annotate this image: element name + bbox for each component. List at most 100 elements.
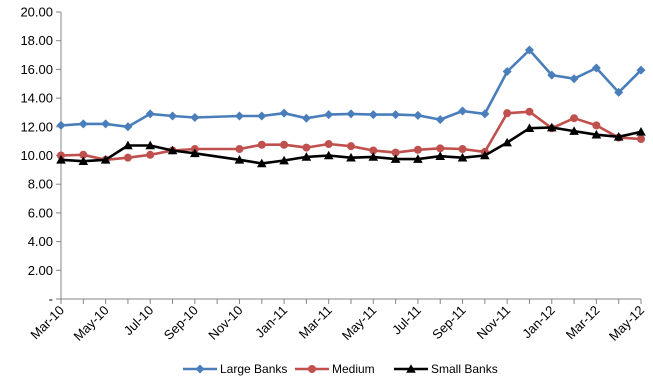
data-point	[391, 110, 401, 120]
data-point	[323, 150, 334, 160]
data-point	[391, 148, 400, 157]
data-point	[569, 126, 579, 135]
data-point	[56, 155, 66, 164]
x-tick-label: Jan-11	[252, 303, 290, 341]
y-tick-label: 14.00	[20, 91, 53, 106]
data-point	[524, 45, 534, 55]
data-point	[324, 110, 334, 120]
legend-label: Medium	[332, 362, 375, 376]
data-point	[190, 148, 200, 158]
x-tick-label: May-12	[606, 303, 647, 344]
x-tick-label: May-10	[70, 303, 111, 344]
data-point	[524, 123, 535, 133]
y-tick-label: 10.00	[20, 148, 53, 163]
data-point	[123, 122, 133, 132]
y-axis-ticks: - 2.00 4.00 6.00 8.00 10.00 12.00 14.00 16.00 18.…	[20, 5, 61, 307]
x-tick-label: Nov-11	[474, 303, 514, 343]
data-point	[302, 143, 311, 152]
legend-item-medium: Medium	[295, 362, 375, 376]
data-point	[167, 145, 178, 155]
data-point	[301, 113, 311, 123]
y-tick-label: 20.00	[20, 5, 53, 20]
data-point	[614, 87, 624, 97]
data-point	[413, 110, 423, 120]
data-point	[457, 152, 468, 162]
data-point	[592, 121, 601, 130]
data-point	[413, 154, 423, 163]
data-point	[100, 155, 111, 164]
data-point	[525, 107, 534, 116]
x-tick-label: Jul-10	[121, 303, 157, 339]
x-tick-label: May-11	[339, 303, 380, 344]
data-point	[256, 158, 267, 168]
data-point	[168, 111, 178, 121]
legend-item-large-banks: Large Banks	[183, 362, 287, 376]
data-point	[78, 119, 88, 129]
x-axis-ticks: Mar-10 May-10 Jul-10 Sep-10 Nov-10 Jan-11 Mar-…	[27, 299, 647, 344]
y-tick-label: 16.00	[20, 62, 53, 77]
y-tick-label: 18.00	[20, 33, 53, 48]
x-tick-label: Mar-12	[563, 303, 603, 343]
data-point	[234, 111, 244, 121]
x-tick-label: Sep-10	[161, 303, 201, 343]
x-tick-label: Nov-10	[205, 303, 245, 343]
data-point	[502, 67, 512, 77]
data-point	[56, 120, 66, 130]
data-point	[591, 129, 602, 139]
data-point	[502, 137, 512, 147]
data-point	[235, 145, 244, 154]
data-point	[301, 152, 312, 161]
data-point	[637, 134, 645, 143]
legend-swatch-marker	[195, 364, 205, 374]
data-point	[368, 152, 379, 161]
data-point	[257, 111, 267, 121]
data-point	[346, 152, 356, 162]
x-tick-label: Mar-11	[296, 303, 335, 342]
legend: Large Banks Medium Small Banks	[183, 362, 498, 376]
data-point	[257, 140, 266, 149]
data-point	[636, 65, 646, 75]
series-layer	[56, 45, 646, 168]
data-point	[435, 151, 446, 161]
data-point	[346, 109, 356, 119]
data-point	[234, 155, 245, 164]
data-point	[390, 154, 401, 163]
data-point	[613, 132, 624, 141]
legend-swatch-marker	[308, 365, 316, 373]
y-tick-label: 8.00	[28, 177, 53, 192]
x-tick-label: Mar-10	[27, 303, 67, 343]
data-point	[435, 115, 445, 125]
data-point	[480, 109, 490, 119]
data-point	[458, 145, 467, 154]
data-point	[145, 140, 156, 150]
data-point	[369, 146, 378, 155]
x-tick-label: Jul-11	[389, 303, 424, 338]
series-line	[60, 126, 642, 165]
legend-label: Small Banks	[431, 362, 498, 376]
data-point	[480, 150, 490, 160]
data-point	[78, 156, 89, 166]
data-point	[436, 144, 445, 153]
data-point	[636, 127, 646, 136]
data-point	[591, 63, 601, 73]
legend-swatch-marker	[406, 364, 416, 373]
y-tick-label: 12.00	[20, 119, 53, 134]
data-point	[546, 122, 557, 132]
data-point	[547, 70, 557, 80]
data-point	[101, 119, 111, 129]
data-point	[123, 140, 133, 150]
data-point	[503, 109, 512, 118]
legend-label: Large Banks	[220, 362, 287, 376]
legend-item-small-banks: Small Banks	[394, 362, 498, 376]
data-point	[569, 74, 579, 84]
data-point	[146, 150, 155, 159]
data-point	[279, 108, 289, 118]
data-point	[458, 106, 468, 116]
y-tick-label: 4.00	[28, 234, 53, 249]
data-point	[347, 142, 355, 151]
series-large-banks	[56, 45, 646, 132]
data-point	[570, 114, 579, 123]
x-tick-label: Sep-11	[429, 303, 469, 343]
data-point	[413, 145, 422, 154]
